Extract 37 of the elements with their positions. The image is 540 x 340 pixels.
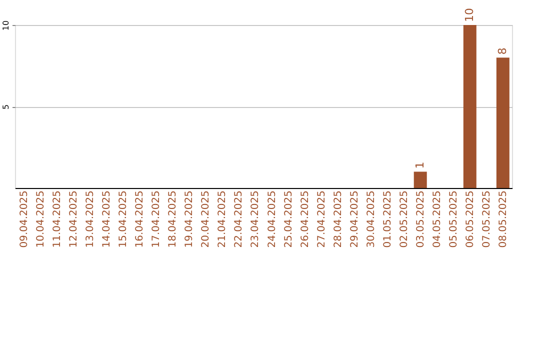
x-tick-label: 09.04.2025 <box>19 190 30 248</box>
x-tick-label: 27.04.2025 <box>316 190 328 248</box>
x-tick-label: 06.05.2025 <box>464 190 476 248</box>
x-tick-label: 15.04.2025 <box>118 190 130 248</box>
bar <box>414 172 427 188</box>
x-tick-label: 13.04.2025 <box>85 190 96 248</box>
x-tick-label: 01.05.2025 <box>382 190 394 248</box>
x-tick-label: 28.04.2025 <box>332 190 344 248</box>
x-tick-label: 22.04.2025 <box>234 190 245 248</box>
x-tick-label: 05.05.2025 <box>448 190 460 248</box>
x-tick-label: 08.05.2025 <box>498 190 509 248</box>
data-label: 10 <box>462 8 476 22</box>
x-tick-label: 14.04.2025 <box>102 190 113 248</box>
data-label: 1 <box>413 162 426 169</box>
x-tick-label: 02.05.2025 <box>398 190 410 248</box>
x-tick-label: 18.04.2025 <box>168 190 179 248</box>
x-tick-label: 20.04.2025 <box>200 190 212 248</box>
x-tick-label: 26.04.2025 <box>300 190 311 248</box>
x-tick-label: 19.04.2025 <box>184 190 196 248</box>
bar <box>463 25 476 188</box>
x-tick-label: 24.04.2025 <box>266 190 278 248</box>
x-tick-label: 21.04.2025 <box>217 190 228 248</box>
bar <box>496 58 510 188</box>
x-tick-label: 25.04.2025 <box>283 190 294 248</box>
x-tick-label: 03.05.2025 <box>415 190 426 248</box>
x-tick-label: 10.04.2025 <box>36 190 47 248</box>
x-tick-label: 12.04.2025 <box>68 190 80 248</box>
x-tick-label: 11.04.2025 <box>52 190 64 248</box>
x-tick-label: 30.04.2025 <box>366 190 377 248</box>
data-label: 8 <box>496 48 509 55</box>
x-tick-label: 16.04.2025 <box>134 190 146 248</box>
x-tick-label: 07.05.2025 <box>481 190 492 248</box>
x-tick-label: 23.04.2025 <box>250 190 262 248</box>
x-tick-label: 04.05.2025 <box>432 190 443 248</box>
y-tick-label: 5 <box>2 104 10 110</box>
x-tick-label: 29.04.2025 <box>349 190 360 248</box>
x-tick-label: 17.04.2025 <box>151 190 162 248</box>
